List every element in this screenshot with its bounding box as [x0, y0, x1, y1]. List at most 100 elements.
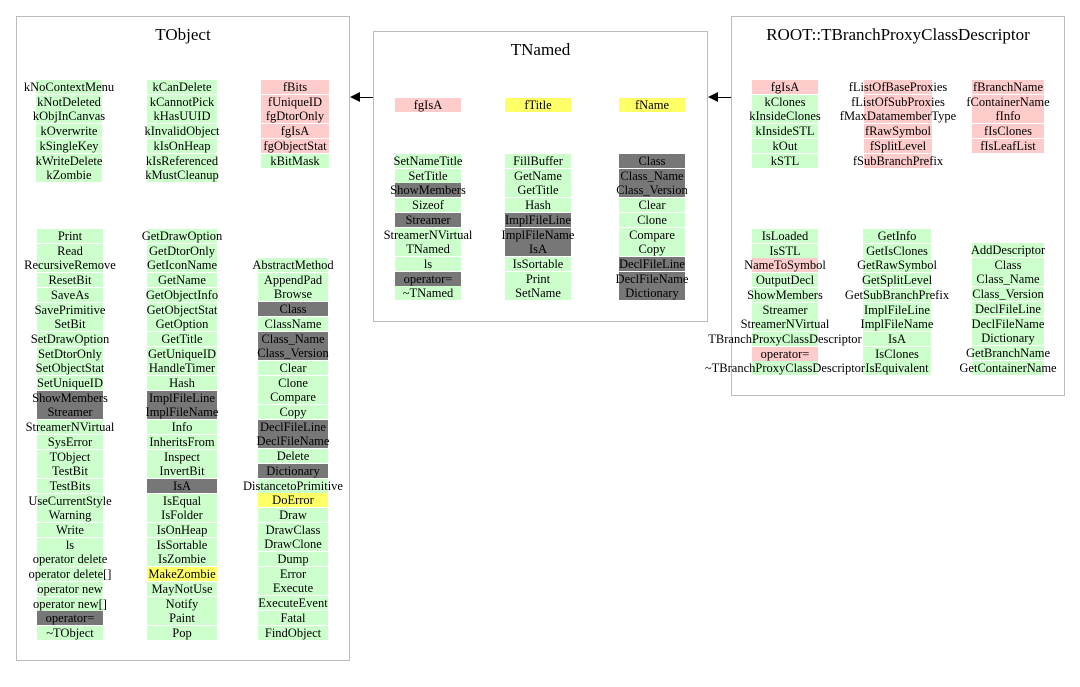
method-entry: GetBranchName	[908, 345, 1080, 360]
member-entry: fInfo	[908, 109, 1080, 124]
member-entry: kNotDeleted	[0, 94, 169, 109]
entry-highlight	[752, 138, 818, 153]
entry-label: GetObjectInfo	[145, 287, 219, 302]
entry-label: fgIsA	[413, 98, 443, 112]
entry-highlight	[147, 537, 217, 552]
entry-highlight	[258, 405, 328, 419]
member-entry: kSingleKey	[0, 138, 169, 153]
method-entry: ~TNamed	[328, 286, 528, 301]
entry-label: Browse	[273, 287, 313, 302]
entry-highlight	[972, 243, 1044, 257]
entry-highlight	[147, 596, 217, 611]
method-entry: ShowMembers	[328, 183, 528, 198]
entry-label: NameToSymbol	[744, 258, 826, 273]
entry-label: Class	[638, 154, 666, 168]
entry-label: ~TBranchProxyClassDescriptor	[704, 361, 866, 376]
method-entry: IsSortable	[438, 256, 638, 271]
method-entry: Browse	[193, 287, 393, 302]
entry-highlight	[37, 537, 103, 552]
entry-highlight	[505, 183, 571, 198]
method-entry: DeclFileName	[193, 434, 393, 449]
method-entry: ImplFileLine	[82, 390, 282, 405]
entry-highlight	[37, 596, 103, 611]
entry-label: Dump	[277, 552, 309, 566]
inheritance-arrow	[350, 92, 373, 102]
entry-label: Class_Version	[257, 346, 329, 361]
entry-label: fgObjectStat	[263, 138, 327, 153]
entry-label: Print	[525, 271, 551, 286]
entry-label: ImplFileLine	[864, 302, 930, 317]
entry-highlight	[752, 317, 818, 332]
method-entry: ls	[328, 256, 528, 271]
entry-label: Streamer	[762, 302, 808, 317]
method-entry: InheritsFrom	[82, 434, 282, 449]
member-entry: kInsideSTL	[685, 124, 885, 139]
method-entry: IsSortable	[82, 537, 282, 552]
method-entry: Dictionary	[193, 463, 393, 478]
method-entry: TestBit	[0, 464, 170, 479]
entry-label: ShowMembers	[747, 287, 823, 302]
entry-highlight	[36, 168, 102, 183]
entry-highlight	[752, 124, 818, 139]
entry-highlight	[37, 287, 103, 302]
entry-highlight	[147, 317, 217, 332]
entry-label: DeclFileLine	[975, 301, 1041, 316]
entry-label: Clear	[279, 360, 307, 375]
entry-label: kInvalidObject	[144, 124, 220, 139]
entry-label: IsOnHeap	[156, 523, 208, 537]
method-entry: SetDrawOption	[0, 331, 170, 346]
method-entry: DistancetoPrimitive	[193, 478, 393, 493]
entry-highlight	[258, 449, 328, 464]
method-entry: IsSTL	[685, 243, 885, 258]
entry-highlight	[864, 124, 932, 139]
member-entry: kCanDelete	[82, 80, 282, 94]
member-entry: fMaxDatamemberType	[798, 109, 998, 124]
entry-label: TObject	[49, 449, 91, 464]
entry-highlight	[147, 376, 217, 390]
entry-highlight	[261, 138, 329, 153]
entry-highlight	[863, 346, 931, 361]
entry-highlight	[863, 273, 931, 288]
entry-label: Pop	[172, 625, 192, 640]
entry-highlight	[258, 493, 328, 508]
member-entry: fSubBranchPrefix	[798, 153, 998, 168]
method-entry: Print	[0, 229, 170, 243]
entry-label: fgDtorOnly	[265, 109, 325, 124]
entry-highlight	[147, 464, 217, 479]
entry-highlight	[505, 242, 571, 257]
entry-highlight	[972, 345, 1044, 360]
member-entry: fgDtorOnly	[195, 109, 395, 124]
entry-label: ShowMembers	[32, 390, 108, 405]
method-entry: Class	[552, 154, 752, 168]
method-entry: DoError	[193, 493, 393, 508]
entry-highlight	[258, 522, 328, 537]
entry-label: GetDrawOption	[141, 229, 223, 243]
method-entry: operator=	[685, 346, 885, 361]
method-entry: Clear	[552, 198, 752, 213]
entry-highlight	[147, 153, 217, 168]
entry-label: AddDescriptor	[970, 243, 1046, 257]
entry-label: ~TObject	[46, 625, 94, 640]
entry-label: ImplFileName	[860, 317, 934, 332]
method-entry: GetDtorOnly	[82, 243, 282, 258]
method-entry: FillBuffer	[438, 154, 638, 168]
method-entry: AbstractMethod	[193, 258, 393, 272]
entry-label: InvertBit	[159, 464, 205, 479]
entry-highlight	[505, 227, 571, 242]
entry-highlight	[37, 625, 103, 640]
entry-highlight	[972, 124, 1044, 139]
entry-highlight	[505, 256, 571, 271]
member-entry: fBranchName	[908, 80, 1080, 94]
method-entry: SysError	[0, 434, 170, 449]
entry-highlight	[258, 272, 328, 287]
entry-highlight	[37, 273, 103, 288]
entry-label: Class	[279, 302, 307, 317]
entry-highlight	[37, 449, 103, 464]
entry-highlight	[37, 611, 103, 626]
method-entry: IsA	[82, 478, 282, 493]
entry-highlight	[147, 478, 217, 493]
entry-highlight	[258, 302, 328, 317]
entry-label: kHasUUID	[153, 109, 211, 124]
entry-highlight	[37, 581, 103, 596]
entry-label: DoError	[272, 493, 314, 508]
